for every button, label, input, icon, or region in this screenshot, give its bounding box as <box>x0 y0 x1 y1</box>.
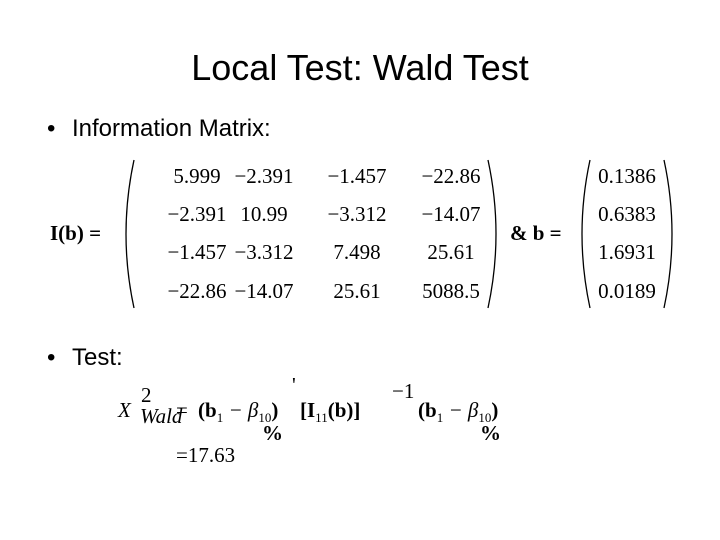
matrix-cell: −14.07 <box>421 202 480 226</box>
paren <box>663 159 673 309</box>
bullet-text: Information Matrix: <box>72 115 271 142</box>
matrix-lhs: I(b) = <box>50 221 101 245</box>
matrix-cell: 25.61 <box>427 240 474 264</box>
part: (b <box>418 398 437 422</box>
bullet-text: Test: <box>72 344 123 371</box>
part: ) <box>271 398 278 422</box>
matrix-cell: −3.312 <box>327 202 386 226</box>
part: ) <box>491 398 498 422</box>
matrix-cell: 5088.5 <box>422 279 480 303</box>
eq: = <box>176 398 188 422</box>
matrix-cell: −1.457 <box>167 240 226 264</box>
term: (b1 − β10) <box>418 398 498 425</box>
result: =17.63 <box>176 443 235 467</box>
vector-cell: 0.6383 <box>598 202 656 226</box>
part: 10 <box>478 410 491 425</box>
matrix-cell: −14.07 <box>234 279 293 303</box>
title: Local Test: Wald Test <box>191 47 529 88</box>
matrix-cell: −22.86 <box>421 164 480 188</box>
paren <box>581 159 591 309</box>
bullet: • <box>47 115 55 142</box>
sup: 2 <box>141 383 152 407</box>
vector-cell: 0.1386 <box>598 164 656 188</box>
part: − β <box>223 398 259 422</box>
sub: Wald <box>140 404 183 428</box>
part: 10 <box>258 410 271 425</box>
vector-lhs: & b = <box>510 221 562 245</box>
part: 1 <box>217 410 224 425</box>
tilde: % <box>480 421 501 445</box>
matrix-cell: −2.391 <box>234 164 293 188</box>
part: [I <box>300 398 315 422</box>
tilde: % <box>262 421 283 445</box>
chi: X <box>117 398 132 422</box>
matrix-cell: 7.498 <box>333 240 380 264</box>
part: (b)] <box>328 398 361 422</box>
matrix-cell: 10.99 <box>240 202 287 226</box>
part: 1 <box>437 410 444 425</box>
term: [I11(b)] <box>300 398 360 425</box>
matrix-cell: 25.61 <box>333 279 380 303</box>
matrix-cell: −22.86 <box>167 279 226 303</box>
matrix-cell: −2.391 <box>167 202 226 226</box>
vector-cell: 1.6931 <box>598 240 656 264</box>
term: (b1 − β10) <box>198 398 278 425</box>
part: 11 <box>315 410 328 425</box>
part: − β <box>443 398 479 422</box>
prime: ' <box>292 373 296 397</box>
matrix-cell: 5.999 <box>173 164 220 188</box>
inverse: −1 <box>392 379 414 403</box>
paren <box>125 159 135 309</box>
bullet: • <box>47 344 55 371</box>
matrix-cell: −1.457 <box>327 164 386 188</box>
matrix-cell: −3.312 <box>234 240 293 264</box>
part: (b <box>198 398 217 422</box>
paren <box>487 159 497 309</box>
vector-cell: 0.0189 <box>598 279 656 303</box>
